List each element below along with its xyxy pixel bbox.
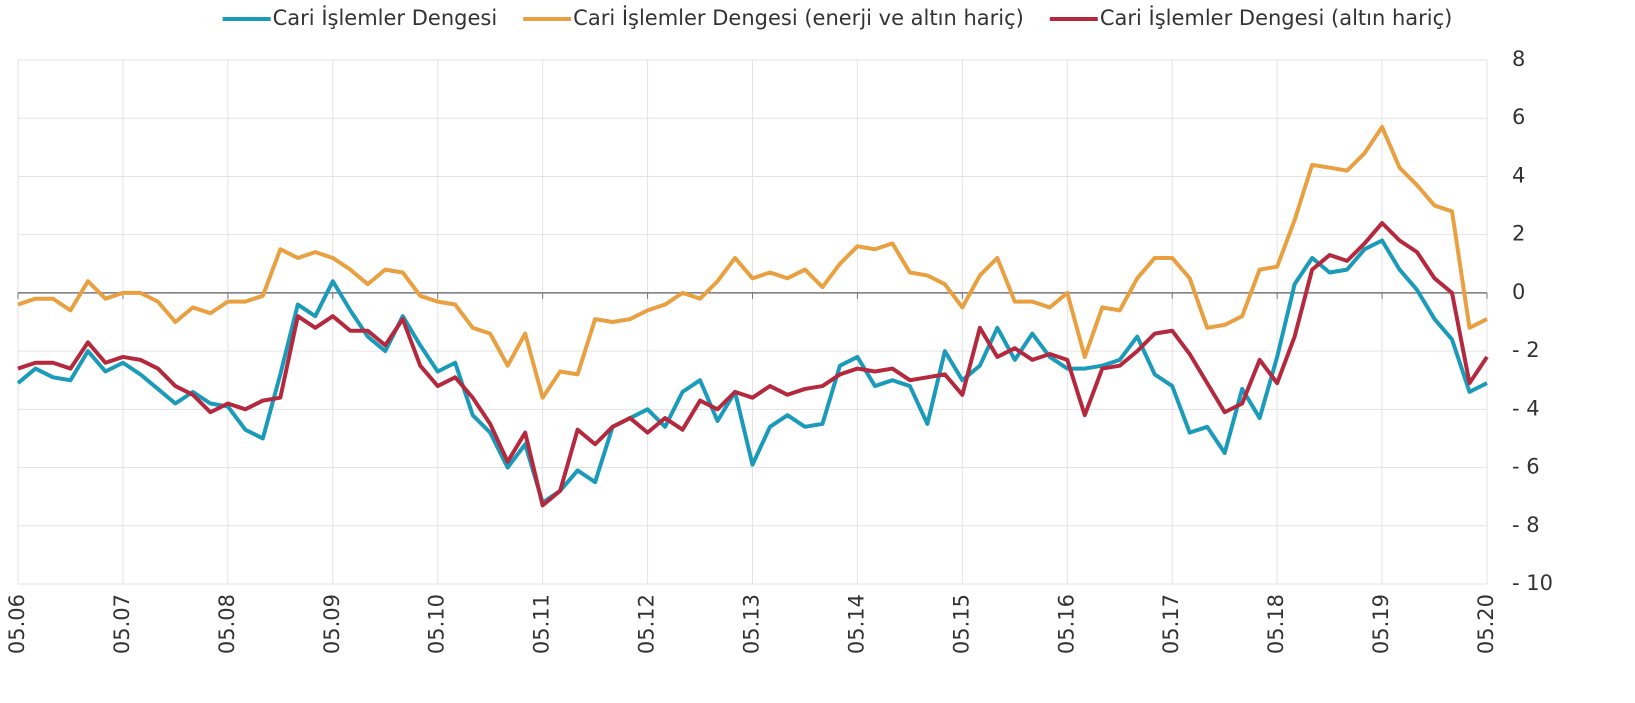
- x-tick-label: 05.13: [740, 594, 764, 654]
- x-tick-label: 05.11: [530, 594, 554, 654]
- x-tick-label: 05.15: [949, 594, 973, 654]
- legend: Cari İşlemler Dengesi Cari İşlemler Denge…: [222, 5, 1453, 30]
- y-tick-label: - 4: [1512, 396, 1540, 420]
- x-tick-label: 05.09: [320, 594, 344, 654]
- x-tick-label: 05.18: [1264, 594, 1288, 654]
- y-tick-label: 0: [1512, 280, 1525, 304]
- x-tick-label: 05.12: [635, 594, 659, 654]
- x-tick-label: 05.06: [5, 594, 29, 654]
- y-tick-label: 2: [1512, 222, 1525, 246]
- y-tick-label: 6: [1512, 105, 1525, 129]
- legend-label: Cari İşlemler Dengesi (altın hariç): [1100, 5, 1453, 30]
- series-line: [17, 221, 1489, 508]
- y-tick-label: - 8: [1512, 513, 1540, 537]
- series-line: [16, 238, 1488, 505]
- x-tick-label: 05.10: [425, 594, 449, 654]
- y-tick-label: - 2: [1512, 338, 1540, 362]
- legend-label: Cari İşlemler Dengesi: [273, 5, 498, 30]
- y-tick-label: - 6: [1512, 455, 1540, 479]
- legend-label: Cari İşlemler Dengesi (enerji ve altın h…: [573, 5, 1024, 30]
- y-tick-label: - 10: [1512, 571, 1553, 595]
- y-tick-label: 8: [1512, 47, 1525, 71]
- x-tick-label: 05.17: [1159, 594, 1183, 654]
- x-tick-label: 05.20: [1474, 594, 1498, 654]
- y-tick-label: 4: [1512, 163, 1525, 187]
- x-tick-label: 05.19: [1369, 594, 1393, 654]
- x-tick-label: 05.14: [844, 594, 868, 654]
- series-line: [17, 124, 1488, 400]
- x-tick-label: 05.08: [215, 594, 239, 654]
- x-tick-label: 05.07: [110, 594, 134, 654]
- x-tick-label: 05.16: [1054, 594, 1078, 654]
